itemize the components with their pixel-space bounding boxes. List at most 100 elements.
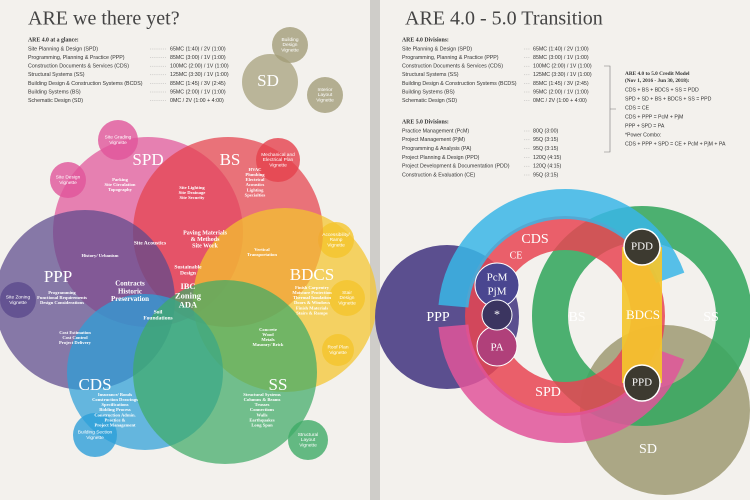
topic-label: Paving Materials	[183, 230, 227, 236]
division-value: 85MC (3:00) / 1V (1:00)	[170, 55, 226, 61]
division-name: Site Planning & Design (SPD)	[402, 46, 472, 52]
division-value: 100MC (2:00) / 1V (1:00)	[170, 64, 229, 70]
topic-label: Preservation	[111, 295, 149, 303]
division-value: 95MC (2:00) / 1V (1:00)	[533, 89, 589, 95]
division-value: 0MC / 2V (1:00 + 4:00)	[170, 98, 224, 104]
topic-label: Soil	[154, 309, 163, 315]
topic-label: Historic	[118, 287, 142, 295]
vignette-label: Vignette	[327, 242, 345, 248]
vignette-label: Vignette	[299, 442, 317, 448]
division-value: 95Q (3:15)	[533, 172, 559, 178]
division-name: Building Design & Construction Systems (…	[402, 81, 517, 87]
ppd-circle	[623, 364, 661, 402]
credit-rule: CDS + PPP = PcM + PjM	[625, 114, 683, 120]
division-value: 95MC (2:00) / 1V (1:00)	[170, 89, 226, 95]
diagram-label: CDS	[521, 232, 548, 247]
division-name: Schematic Design (SD)	[402, 98, 457, 104]
vignette-label: Layout	[301, 437, 316, 443]
topic-label: Design	[180, 270, 196, 276]
topic-label: Design Considerations	[40, 300, 84, 305]
division-name: Project Management (PjM)	[402, 137, 465, 143]
topic-label: HVAC	[249, 167, 262, 172]
division-label: CDS	[78, 375, 111, 394]
vignette-label: Vignette	[86, 435, 104, 441]
topic-label: Cost Estimation	[59, 330, 91, 335]
division-label: BS	[220, 150, 241, 169]
division-name: Programming, Planning & Practice (PPP)	[28, 55, 125, 61]
topic-label: Masonry/ Brick	[252, 342, 283, 347]
topic-label: Electrical	[246, 177, 266, 182]
topic-label: Finish Carpentry	[295, 285, 330, 290]
topic-label: Project Delivery	[59, 340, 92, 345]
topic-label: ADA	[179, 300, 198, 310]
vignette-label: Site Design	[56, 175, 81, 181]
topic-label: Moisture Protection	[292, 290, 332, 295]
topic-label: Site Security	[180, 195, 206, 200]
topic-label: Sustainable	[174, 264, 202, 270]
diagram-label: *	[494, 307, 500, 321]
topic-label: Structural Systems	[243, 392, 281, 397]
pdd-circle	[623, 228, 661, 266]
topic-label: Insurance/ Bonds	[98, 392, 133, 397]
diagram-label: SD	[639, 442, 657, 457]
division-name: Programming, Planning & Practice (PPP)	[402, 55, 499, 61]
right-diagram: ARE 4.0 - 5.0 Transition ARE 4.0 Division…	[375, 8, 750, 495]
topic-label: Doors & Windows	[294, 300, 330, 305]
heading: ARE 5.0 Divisions:	[402, 119, 449, 125]
division-value: 65MC (1:40) / 2V (1:00)	[533, 46, 589, 52]
topic-label: Connections	[250, 407, 274, 412]
credit-rule: SPD + SD + BS + BDCS + SS = PPD	[625, 96, 712, 102]
division-value: 80Q (3:00)	[533, 128, 559, 134]
division-label: SS	[269, 375, 288, 394]
diagram-label: PPD	[632, 377, 652, 389]
vignette-label: Layout	[318, 92, 333, 98]
topic-label: Acoustics	[246, 182, 265, 187]
division-value: 100MC (2:00) / 1V (1:00)	[533, 64, 592, 70]
diagram-label: PA	[490, 342, 503, 354]
division-name: Schematic Design (SD)	[28, 98, 83, 104]
division-label: PPP	[44, 267, 72, 286]
division-value: 120Q (4:15)	[533, 155, 562, 161]
vignette-label: Vignette	[269, 162, 287, 168]
credit-rule: PPP + SPD = PA	[625, 123, 665, 129]
division-name: Programming & Analysis (PA)	[402, 146, 472, 152]
topic-label: Site Drainage	[179, 190, 206, 195]
division-name: Structural Systems (SS)	[402, 72, 459, 78]
diagram-label: BS	[568, 310, 585, 325]
topic-label: Functional Requirements	[37, 295, 87, 300]
topic-label: Construction Drawings	[92, 397, 138, 402]
topic-label: Site Circulation	[105, 182, 136, 187]
star-circle	[481, 299, 513, 331]
division-value: 95Q (3:15)	[533, 137, 559, 143]
credit-rule: CDS + BS + BDCS + SS = PDD	[625, 87, 699, 93]
topic-label: Lighting	[247, 187, 265, 192]
bracket	[604, 65, 616, 153]
topic-label: Concrete	[259, 327, 277, 332]
division-value: 65MC (1:40) / 2V (1:00)	[170, 46, 226, 52]
division-name: Building Systems (BS)	[402, 89, 455, 95]
heading: ARE 4.0 Divisions:	[402, 37, 449, 43]
division-name: Construction Documents & Services (CDS)	[28, 64, 129, 70]
topic-label: Topography	[108, 187, 133, 192]
vignette-label: Building	[281, 37, 298, 43]
credit-rule: CDS + PPP + SPD = CE + PcM + PjM + PA	[625, 141, 726, 147]
division-value: 125MC (3:30) / 1V (1:00)	[533, 72, 592, 78]
division-label: SD	[257, 71, 279, 90]
division-name: Building Design & Construction Systems (…	[28, 81, 143, 87]
topic-label: Site Acoustics	[134, 240, 166, 246]
vignette-label: Stair	[342, 290, 352, 296]
diagram-label: PcM	[487, 272, 508, 284]
division-value: 95Q (3:15)	[533, 146, 559, 152]
bdcs-bar	[622, 247, 662, 383]
topic-label: Wood	[262, 332, 274, 337]
division-value: 85MC (1:45) / 3V (2:45)	[170, 81, 226, 87]
topic-label: Zoning	[175, 290, 202, 300]
vignette-label: Vignette	[59, 180, 77, 186]
vignette-label: Structural	[298, 432, 319, 438]
division-name: Project Development & Documentation (PDD…	[402, 164, 510, 170]
diagram-label: SPD	[535, 385, 561, 400]
division-label: SPD	[132, 150, 163, 169]
topic-label: & Methods	[191, 237, 220, 243]
vignette-label: Vignette	[338, 300, 356, 306]
